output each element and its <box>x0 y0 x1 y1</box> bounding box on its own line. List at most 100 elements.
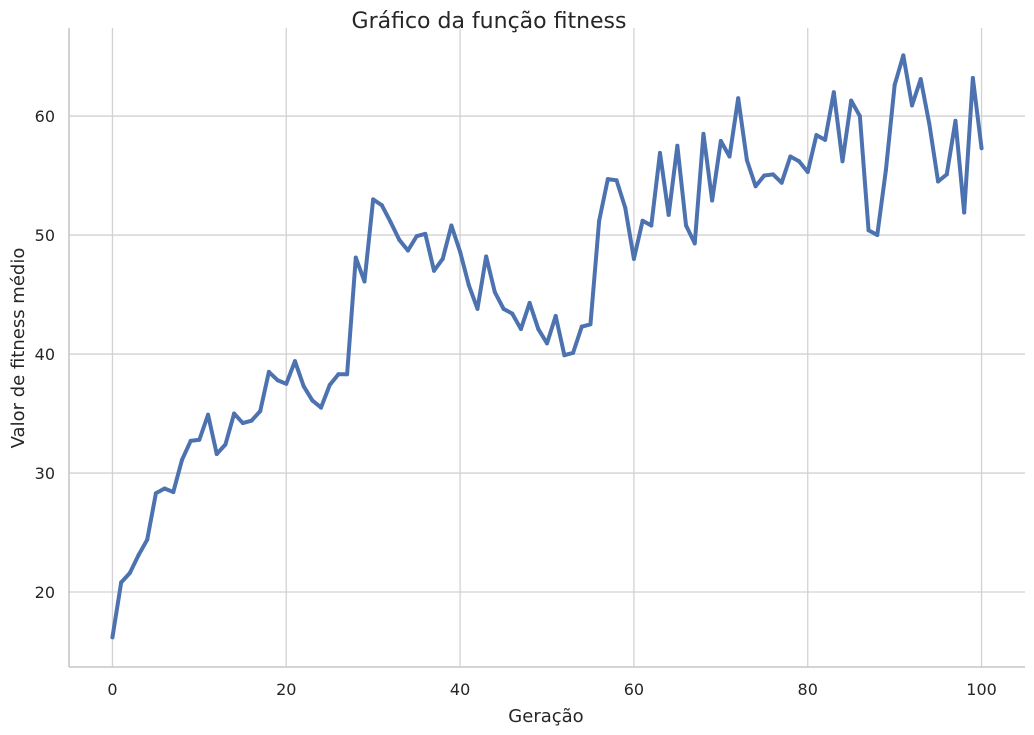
data-point-72 <box>736 96 741 101</box>
data-point-67 <box>692 241 697 246</box>
data-point-35 <box>414 234 419 239</box>
data-point-66 <box>684 223 689 228</box>
data-point-12 <box>214 452 219 456</box>
data-point-84 <box>840 159 845 164</box>
data-point-52 <box>562 353 567 358</box>
data-point-20 <box>284 381 289 386</box>
data-point-68 <box>701 131 706 136</box>
data-point-53 <box>571 350 576 355</box>
data-point-29 <box>362 279 367 284</box>
data-point-80 <box>805 169 810 174</box>
y-tick-label-50: 50 <box>35 226 55 245</box>
data-point-86 <box>857 114 862 119</box>
data-point-77 <box>779 180 784 185</box>
data-point-1 <box>119 580 124 585</box>
data-point-15 <box>240 421 245 426</box>
x-tick-label-0: 0 <box>107 680 117 699</box>
data-point-56 <box>597 218 602 223</box>
data-point-64 <box>666 212 671 217</box>
data-point-74 <box>753 184 758 189</box>
data-point-44 <box>492 290 497 295</box>
data-point-82 <box>823 137 828 142</box>
data-point-26 <box>336 372 341 377</box>
x-tick-label-100: 100 <box>966 680 997 699</box>
data-point-94 <box>927 122 932 127</box>
x-tick-label-40: 40 <box>450 680 470 699</box>
x-tick-label-60: 60 <box>624 680 644 699</box>
data-point-57 <box>605 177 610 182</box>
data-point-16 <box>249 418 254 423</box>
data-point-3 <box>136 553 141 558</box>
data-point-18 <box>266 369 271 374</box>
x-axis-label: Geração <box>508 706 583 727</box>
data-point-59 <box>623 205 628 210</box>
data-point-98 <box>962 210 967 215</box>
x-tick-labels: 0 20 40 60 80 100 <box>107 680 996 699</box>
data-point-100 <box>979 146 984 151</box>
data-point-93 <box>918 77 923 82</box>
data-point-2 <box>127 570 132 575</box>
data-point-36 <box>423 231 428 236</box>
data-point-87 <box>866 228 871 233</box>
data-point-13 <box>223 442 228 447</box>
data-point-41 <box>466 283 471 288</box>
data-point-96 <box>944 172 949 177</box>
data-point-75 <box>762 173 767 178</box>
x-tick-label-20: 20 <box>276 680 296 699</box>
grid <box>69 28 1025 667</box>
data-point-90 <box>892 83 897 88</box>
y-tick-label-30: 30 <box>35 464 55 483</box>
data-point-40 <box>458 249 463 254</box>
data-point-99 <box>970 75 975 80</box>
data-point-0 <box>110 635 115 640</box>
data-point-31 <box>379 203 384 208</box>
data-point-45 <box>501 306 506 311</box>
data-point-9 <box>188 438 193 443</box>
data-point-19 <box>275 378 280 383</box>
data-point-47 <box>518 327 523 332</box>
data-point-32 <box>388 219 393 224</box>
data-point-76 <box>770 172 775 177</box>
data-point-17 <box>258 409 263 414</box>
data-point-7 <box>171 490 176 495</box>
data-point-70 <box>718 139 723 144</box>
data-point-63 <box>657 150 662 155</box>
data-point-69 <box>710 198 715 203</box>
axes-spines <box>68 28 1025 668</box>
data-point-46 <box>510 311 515 316</box>
data-point-54 <box>579 324 584 329</box>
data-point-5 <box>153 491 158 496</box>
data-point-71 <box>727 154 732 159</box>
y-tick-label-40: 40 <box>35 345 55 364</box>
data-point-85 <box>849 98 854 103</box>
data-point-62 <box>649 223 654 228</box>
data-point-61 <box>640 218 645 223</box>
y-tick-labels: 20 30 40 50 60 <box>35 107 55 602</box>
data-point-97 <box>953 118 958 123</box>
data-point-51 <box>553 313 558 318</box>
data-point-23 <box>310 398 315 403</box>
data-point-81 <box>814 133 819 138</box>
data-point-37 <box>432 268 437 273</box>
data-point-91 <box>901 53 906 58</box>
data-point-38 <box>440 256 445 261</box>
data-point-88 <box>875 233 880 238</box>
data-point-8 <box>179 457 184 462</box>
data-point-34 <box>405 248 410 253</box>
data-point-55 <box>588 322 593 327</box>
data-point-4 <box>145 537 150 542</box>
data-point-95 <box>936 179 941 184</box>
data-point-65 <box>675 143 680 148</box>
data-point-60 <box>631 256 636 261</box>
data-point-21 <box>292 359 297 364</box>
data-point-50 <box>545 341 549 346</box>
y-axis-label: Valor de fitness médio <box>8 248 29 449</box>
data-point-10 <box>197 437 202 442</box>
data-point-24 <box>319 405 324 410</box>
data-point-25 <box>327 382 332 387</box>
fitness-series-line <box>110 53 984 640</box>
x-tick-label-80: 80 <box>798 680 818 699</box>
data-point-14 <box>232 411 237 416</box>
